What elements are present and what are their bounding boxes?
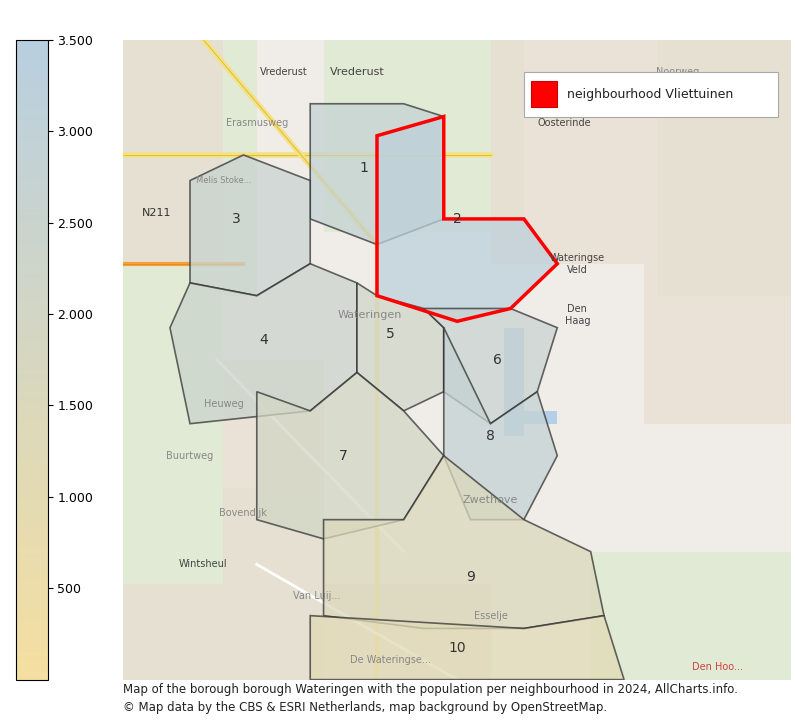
Text: 7: 7 <box>339 449 348 463</box>
Text: 5: 5 <box>386 327 395 341</box>
Text: Buurtweg: Buurtweg <box>166 450 214 461</box>
Text: neighbourhood Vliettuinen: neighbourhood Vliettuinen <box>568 87 734 100</box>
Polygon shape <box>223 359 324 583</box>
Polygon shape <box>357 283 444 411</box>
Text: 4: 4 <box>259 333 268 348</box>
Polygon shape <box>324 40 524 231</box>
Polygon shape <box>123 296 223 487</box>
Polygon shape <box>657 40 791 296</box>
Polygon shape <box>324 455 604 628</box>
Text: Wateringen: Wateringen <box>338 310 402 320</box>
Text: 2: 2 <box>452 212 462 226</box>
Text: Noorweg: Noorweg <box>656 67 699 77</box>
Text: Den Hoo...: Den Hoo... <box>692 662 743 672</box>
Text: 3: 3 <box>232 212 241 226</box>
Text: Van Luij...: Van Luij... <box>293 591 340 602</box>
Polygon shape <box>310 103 444 244</box>
Polygon shape <box>123 40 257 296</box>
Text: Oosterinde: Oosterinde <box>537 118 591 128</box>
Polygon shape <box>424 309 557 424</box>
Polygon shape <box>257 372 444 539</box>
Text: Erasmusweg: Erasmusweg <box>226 118 288 128</box>
Polygon shape <box>310 616 624 680</box>
Polygon shape <box>377 116 557 321</box>
Text: Vrederust: Vrederust <box>330 67 384 77</box>
Text: Den
Haag: Den Haag <box>564 304 590 325</box>
Polygon shape <box>444 328 557 520</box>
Text: 10: 10 <box>448 641 466 654</box>
Text: Heuweg: Heuweg <box>204 400 243 409</box>
Polygon shape <box>190 155 310 296</box>
Text: Melis Stoke...: Melis Stoke... <box>196 176 251 185</box>
Text: N211: N211 <box>142 208 172 218</box>
Polygon shape <box>123 487 324 680</box>
Polygon shape <box>491 40 644 264</box>
Text: 1: 1 <box>359 161 368 175</box>
Polygon shape <box>123 40 223 264</box>
Text: De Wateringse...: De Wateringse... <box>350 656 431 665</box>
Text: Bovendijk: Bovendijk <box>219 508 267 518</box>
Polygon shape <box>170 264 357 424</box>
Polygon shape <box>504 328 524 437</box>
Polygon shape <box>644 40 791 424</box>
Text: Esselje: Esselje <box>474 611 507 620</box>
Polygon shape <box>123 583 491 680</box>
FancyBboxPatch shape <box>524 72 778 116</box>
Text: Vrederust: Vrederust <box>260 67 308 77</box>
Text: © Map data by the CBS & ESRI Netherlands, map background by OpenStreetMap.: © Map data by the CBS & ESRI Netherlands… <box>123 701 607 714</box>
Text: 6: 6 <box>493 353 502 367</box>
Polygon shape <box>524 411 557 424</box>
Text: Map of the borough borough Wateringen with the population per neighbourhood in 2: Map of the borough borough Wateringen wi… <box>123 683 738 696</box>
Text: 8: 8 <box>486 429 495 443</box>
Text: Wintsheul: Wintsheul <box>179 560 227 570</box>
Text: 9: 9 <box>466 570 475 584</box>
Text: Wateringse
Veld: Wateringse Veld <box>550 253 605 275</box>
Text: Zwethove: Zwethove <box>463 495 518 505</box>
Polygon shape <box>591 552 791 680</box>
Bar <box>530 82 557 107</box>
